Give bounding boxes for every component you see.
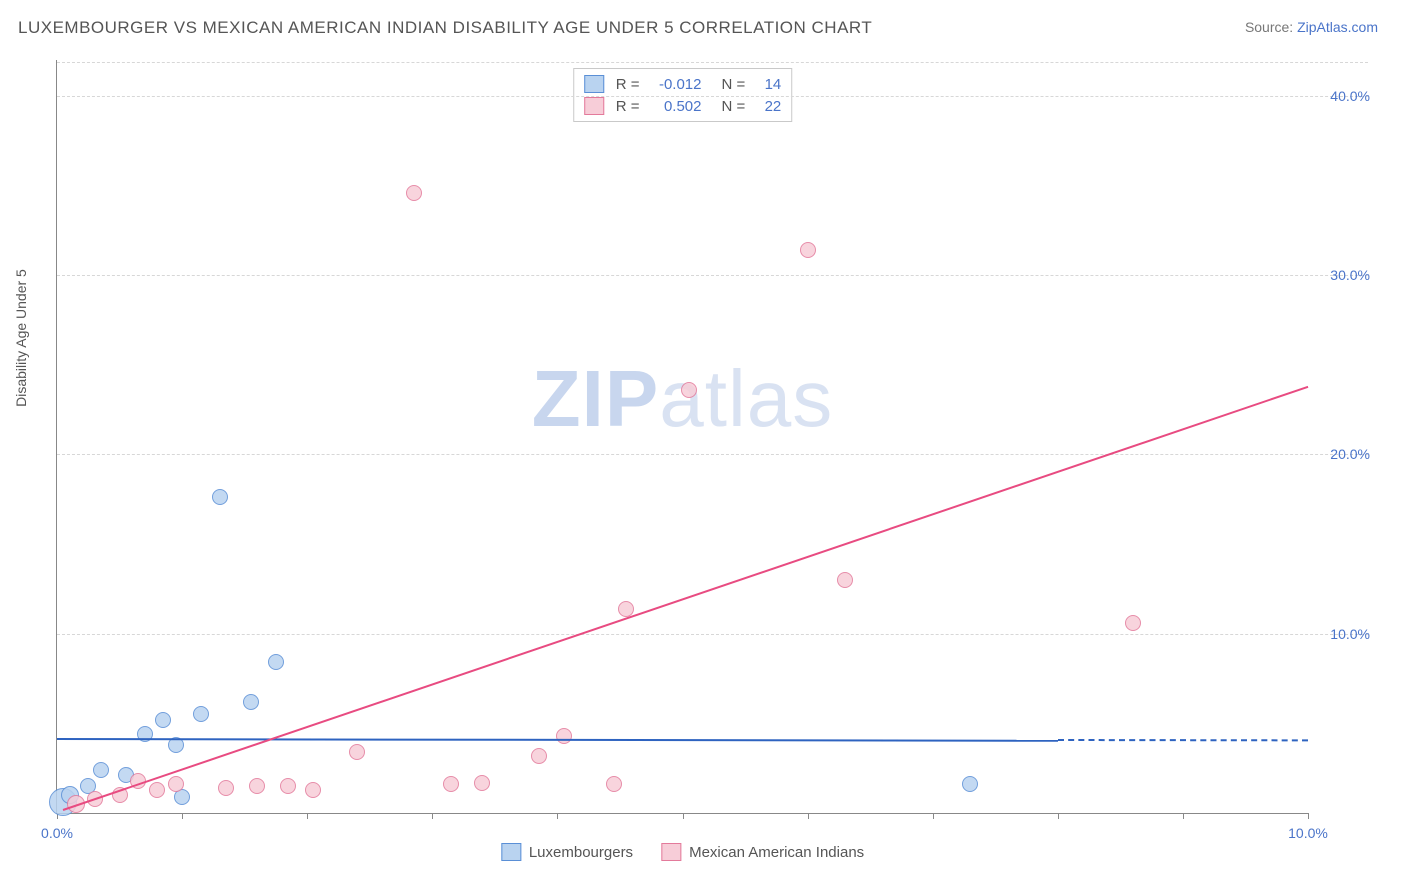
data-point-mexican	[168, 776, 184, 792]
gridline	[57, 96, 1368, 97]
gridline	[57, 275, 1368, 276]
source-link[interactable]: ZipAtlas.com	[1297, 19, 1378, 35]
y-tick-label: 20.0%	[1330, 446, 1370, 462]
data-point-luxembourgers	[155, 712, 171, 728]
data-point-luxembourgers	[193, 706, 209, 722]
watermark: ZIPatlas	[532, 353, 833, 445]
data-point-mexican	[837, 572, 853, 588]
data-point-mexican	[556, 728, 572, 744]
x-tick-label: 0.0%	[41, 825, 73, 841]
legend-label-luxembourgers: Luxembourgers	[529, 844, 633, 861]
data-point-mexican	[149, 782, 165, 798]
n-label: N =	[722, 76, 746, 93]
data-point-mexican	[349, 744, 365, 760]
legend-label-mexican: Mexican American Indians	[689, 844, 864, 861]
x-tick	[432, 813, 433, 819]
swatch-luxembourgers	[584, 75, 604, 93]
data-point-mexican	[406, 185, 422, 201]
data-point-mexican	[531, 748, 547, 764]
source-attribution: Source: ZipAtlas.com	[1245, 19, 1378, 37]
x-tick	[1058, 813, 1059, 819]
data-point-luxembourgers	[268, 654, 284, 670]
swatch-mexican	[661, 843, 681, 861]
source-label: Source:	[1245, 19, 1297, 35]
x-tick	[1308, 813, 1309, 819]
regression-line-luxembourgers-extrapolated	[1058, 739, 1308, 741]
data-point-luxembourgers	[243, 694, 259, 710]
data-point-mexican	[443, 776, 459, 792]
watermark-atlas: atlas	[659, 354, 833, 443]
stats-row-mexican: R = 0.502 N = 22	[584, 95, 782, 117]
r-label: R =	[616, 98, 640, 115]
data-point-luxembourgers	[962, 776, 978, 792]
x-tick	[557, 813, 558, 819]
y-tick-label: 30.0%	[1330, 267, 1370, 283]
gridline	[57, 454, 1368, 455]
gridline	[57, 62, 1368, 63]
data-point-mexican	[800, 242, 816, 258]
gridline	[57, 634, 1368, 635]
swatch-mexican	[584, 97, 604, 115]
legend: Luxembourgers Mexican American Indians	[501, 843, 864, 861]
swatch-luxembourgers	[501, 843, 521, 861]
data-point-luxembourgers	[93, 762, 109, 778]
x-tick	[307, 813, 308, 819]
x-tick	[182, 813, 183, 819]
y-tick-label: 10.0%	[1330, 626, 1370, 642]
data-point-luxembourgers	[212, 489, 228, 505]
chart-title: LUXEMBOURGER VS MEXICAN AMERICAN INDIAN …	[18, 18, 872, 38]
y-tick-label: 40.0%	[1330, 88, 1370, 104]
x-tick	[808, 813, 809, 819]
x-tick	[1183, 813, 1184, 819]
legend-item-luxembourgers: Luxembourgers	[501, 843, 633, 861]
data-point-mexican	[249, 778, 265, 794]
n-value-mex: 22	[753, 98, 781, 115]
y-axis-label: Disability Age Under 5	[13, 269, 29, 407]
plot-region: ZIPatlas R = -0.012 N = 14 R = 0.502 N =…	[56, 60, 1308, 814]
chart-area: Disability Age Under 5 ZIPatlas R = -0.0…	[18, 50, 1378, 874]
stats-row-luxembourgers: R = -0.012 N = 14	[584, 73, 782, 95]
x-tick	[683, 813, 684, 819]
regression-line-mexican	[63, 386, 1308, 811]
legend-item-mexican: Mexican American Indians	[661, 843, 864, 861]
r-value-mex: 0.502	[648, 98, 702, 115]
r-value-lux: -0.012	[648, 76, 702, 93]
x-tick-label: 10.0%	[1288, 825, 1328, 841]
r-label: R =	[616, 76, 640, 93]
watermark-zip: ZIP	[532, 354, 659, 443]
n-value-lux: 14	[753, 76, 781, 93]
data-point-mexican	[305, 782, 321, 798]
x-tick	[933, 813, 934, 819]
data-point-mexican	[280, 778, 296, 794]
data-point-mexican	[606, 776, 622, 792]
data-point-mexican	[618, 601, 634, 617]
data-point-mexican	[1125, 615, 1141, 631]
data-point-mexican	[474, 775, 490, 791]
data-point-mexican	[218, 780, 234, 796]
n-label: N =	[722, 98, 746, 115]
data-point-mexican	[681, 382, 697, 398]
